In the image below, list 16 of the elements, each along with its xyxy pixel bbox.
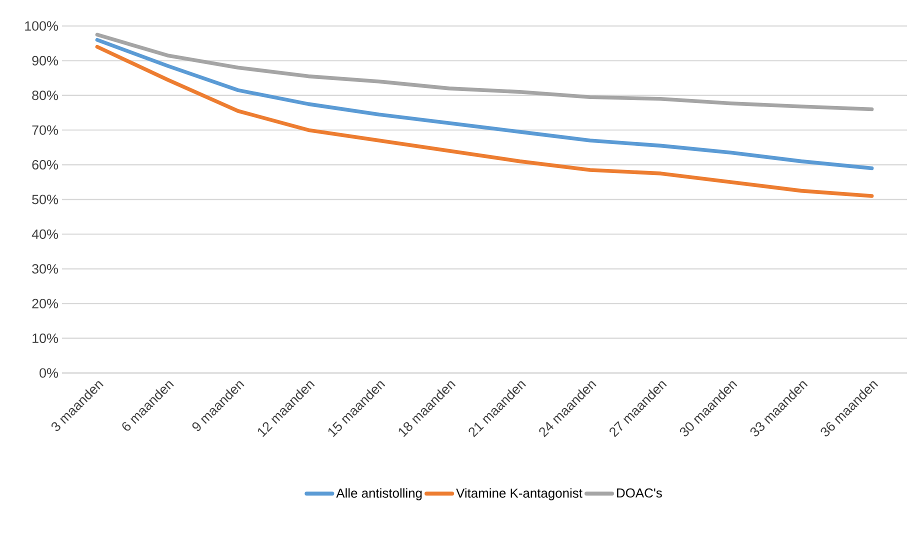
y-tick-label: 30% bbox=[32, 264, 58, 274]
y-tick-label: 10% bbox=[32, 334, 58, 344]
y-tick-label: 0% bbox=[40, 368, 58, 378]
legend-label: Alle antistolling bbox=[336, 488, 422, 500]
y-tick-label: 50% bbox=[32, 194, 58, 204]
legend-label: DOAC's bbox=[617, 488, 662, 498]
y-tick-label: 70% bbox=[32, 125, 58, 135]
legend-label: Vitamine K-antagonist bbox=[456, 488, 582, 500]
y-tick-label: 40% bbox=[32, 229, 58, 239]
y-tick-label: 80% bbox=[32, 90, 58, 100]
line-series bbox=[95, 38, 874, 170]
y-tick-label: 100% bbox=[25, 21, 58, 31]
line-series bbox=[95, 32, 874, 112]
y-tick-label: 90% bbox=[32, 56, 58, 66]
y-tick-label: 20% bbox=[32, 298, 58, 308]
y-tick-label: 60% bbox=[32, 160, 58, 170]
